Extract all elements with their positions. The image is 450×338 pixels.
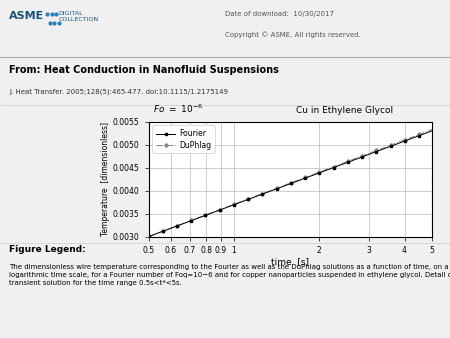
Fourier [429,129,435,133]
Text: $Fo\ =\ 10^{-6}$: $Fo\ =\ 10^{-6}$ [153,102,203,115]
DuPhlag [146,235,151,239]
Fourier [146,235,151,239]
Text: ASME: ASME [9,11,44,22]
Fourier [163,228,168,232]
DuPhlag [405,137,410,141]
Text: Cu in Ethylene Glycol: Cu in Ethylene Glycol [296,106,393,115]
Y-axis label: Temperature  [dimensionless]: Temperature [dimensionless] [101,122,110,236]
DuPhlag [415,133,420,137]
DuPhlag [163,228,168,232]
DuPhlag [157,230,162,234]
Line: Fourier: Fourier [147,130,433,238]
Line: DuPhlag: DuPhlag [147,128,433,238]
Text: Figure Legend:: Figure Legend: [9,245,86,254]
Text: The dimensionless wire temperature corresponding to the Fourier as well as the D: The dimensionless wire temperature corre… [9,264,450,286]
Fourier [405,138,410,142]
DuPhlag [429,127,435,131]
Text: From: Heat Conduction in Nanofluid Suspensions: From: Heat Conduction in Nanofluid Suspe… [9,65,279,75]
Text: DIGITAL
COLLECTION: DIGITAL COLLECTION [58,11,99,22]
X-axis label: time  [s]: time [s] [271,258,309,266]
Legend: Fourier, DuPhlag: Fourier, DuPhlag [152,125,215,153]
Text: Date of download:  10/30/2017: Date of download: 10/30/2017 [225,11,334,18]
DuPhlag [221,206,227,210]
Fourier [198,215,204,219]
Fourier [221,207,227,211]
Text: Copyright © ASME. All rights reserved.: Copyright © ASME. All rights reserved. [225,32,361,38]
Fourier [157,230,162,234]
Text: J. Heat Transfer. 2005;128(5):465-477. doi:10.1115/1.2175149: J. Heat Transfer. 2005;128(5):465-477. d… [9,88,228,95]
Fourier [415,134,420,138]
DuPhlag [198,215,204,219]
